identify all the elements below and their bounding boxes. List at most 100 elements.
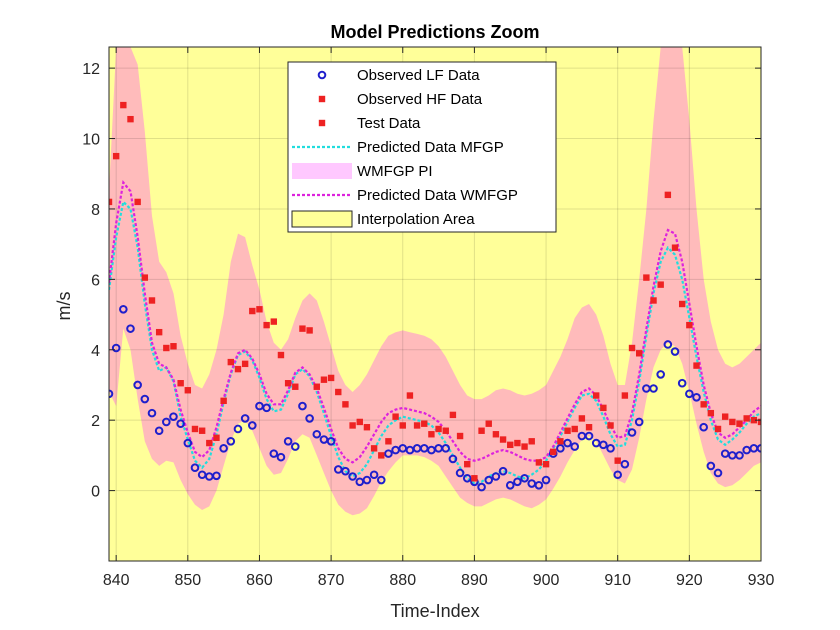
hf-data-point — [743, 415, 750, 422]
hf-data-point — [320, 376, 328, 383]
hf-data-point — [428, 431, 435, 438]
hf-data-point — [292, 383, 299, 390]
lf-data-point — [563, 438, 572, 448]
lf-data-point — [119, 304, 128, 314]
legend-label: Observed HF Data — [357, 91, 483, 108]
x-tick-label: 840 — [103, 572, 130, 589]
legend-label: Predicted Data WMFGP — [357, 187, 518, 204]
hf-data-point — [406, 392, 414, 399]
data-markers-layer — [109, 101, 761, 492]
legend-area-swatch — [291, 210, 353, 228]
lf-data-point — [505, 481, 515, 490]
legend-label: WMFGP PI — [357, 163, 433, 180]
hf-data-point — [256, 306, 263, 313]
lf-data-point — [455, 468, 465, 478]
legend-item-mfgp: Predicted Data MFGP — [292, 139, 504, 156]
hf-data-point — [392, 413, 399, 420]
x-tick-label: 890 — [461, 572, 488, 589]
legend-item-wmfgp: Predicted Data WMFGP — [292, 187, 518, 204]
lf-data-point — [140, 394, 150, 404]
hf-data-point — [155, 328, 163, 336]
legend-hf-marker — [318, 95, 326, 103]
lf-data-point — [685, 389, 694, 399]
hf-data-point — [413, 422, 421, 429]
lf-data-point — [706, 461, 716, 471]
hf-data-point — [241, 360, 249, 368]
legend-item-pi: WMFGP PI — [292, 163, 433, 180]
lf-data-point — [477, 482, 486, 492]
hf-data-point — [306, 327, 313, 334]
hf-data-point — [435, 425, 442, 433]
hf-data-point — [227, 358, 235, 366]
y-axis-label: m/s — [54, 292, 74, 321]
hf-data-point — [707, 409, 715, 417]
lf-data-point — [656, 370, 665, 379]
lf-data-point — [692, 392, 701, 402]
lf-data-point — [570, 442, 580, 451]
hf-data-point — [664, 191, 672, 199]
x-tick-label: 880 — [389, 572, 416, 589]
hf-data-point — [206, 439, 213, 447]
hf-data-point — [234, 365, 242, 373]
hf-data-point — [550, 448, 557, 456]
lf-data-point — [212, 471, 221, 481]
lf-data-point — [240, 414, 250, 423]
hf-data-point — [177, 380, 184, 387]
hf-data-point — [213, 434, 220, 441]
lf-data-point — [448, 454, 458, 464]
hf-data-point — [299, 325, 306, 332]
axes-box — [108, 46, 762, 562]
lf-data-point — [677, 378, 687, 388]
hf-data-point — [614, 457, 621, 464]
lf-data-point — [735, 451, 744, 460]
hf-data-point — [335, 388, 342, 396]
hf-data-point — [342, 401, 349, 408]
hf-data-point — [356, 418, 363, 426]
lf-data-point — [541, 475, 551, 485]
legend-item-test: Test Data — [318, 115, 421, 132]
x-tick-label: 860 — [246, 572, 273, 589]
y-tick-label: 10 — [82, 132, 100, 149]
hf-data-point — [277, 351, 285, 359]
hf-data-point — [464, 460, 471, 468]
hf-data-point — [109, 198, 113, 206]
legend-lf-marker — [317, 70, 327, 80]
hf-data-point — [191, 425, 199, 433]
hf-data-point — [700, 401, 707, 408]
lf-data-point — [513, 477, 522, 487]
lf-data-point — [663, 340, 673, 349]
lf-data-point — [584, 431, 594, 441]
x-tick-label: 930 — [748, 572, 775, 589]
hf-data-point — [478, 427, 485, 434]
lf-data-point — [147, 408, 157, 418]
hf-data-point — [313, 383, 320, 390]
hf-data-point — [714, 425, 722, 433]
hf-data-point — [263, 321, 270, 329]
lf-data-point — [169, 412, 178, 421]
y-tick-label: 6 — [91, 272, 100, 289]
lf-data-point — [699, 422, 708, 432]
y-tick-label: 0 — [91, 484, 100, 501]
y-tick-label: 8 — [91, 202, 100, 219]
y-tick-label: 12 — [82, 61, 100, 78]
hf-data-point — [492, 431, 500, 438]
hf-data-point — [657, 281, 664, 288]
lf-data-point — [190, 463, 200, 473]
lf-data-point — [348, 472, 357, 481]
hf-data-point — [671, 244, 679, 251]
y-tick-label: 4 — [91, 343, 100, 360]
lf-data-point — [247, 421, 257, 430]
lf-data-point — [620, 459, 630, 469]
hf-data-point — [370, 445, 378, 452]
x-axis-label: Time-Index — [390, 601, 479, 621]
lf-data-point — [262, 403, 271, 413]
hf-data-point — [421, 420, 428, 427]
lf-data-point — [369, 470, 379, 480]
hf-data-point — [184, 387, 192, 394]
lf-data-point — [111, 343, 121, 353]
hf-data-point — [198, 427, 206, 434]
hf-data-point — [378, 452, 385, 459]
hf-data-point — [141, 274, 149, 281]
hf-data-point — [535, 459, 543, 466]
